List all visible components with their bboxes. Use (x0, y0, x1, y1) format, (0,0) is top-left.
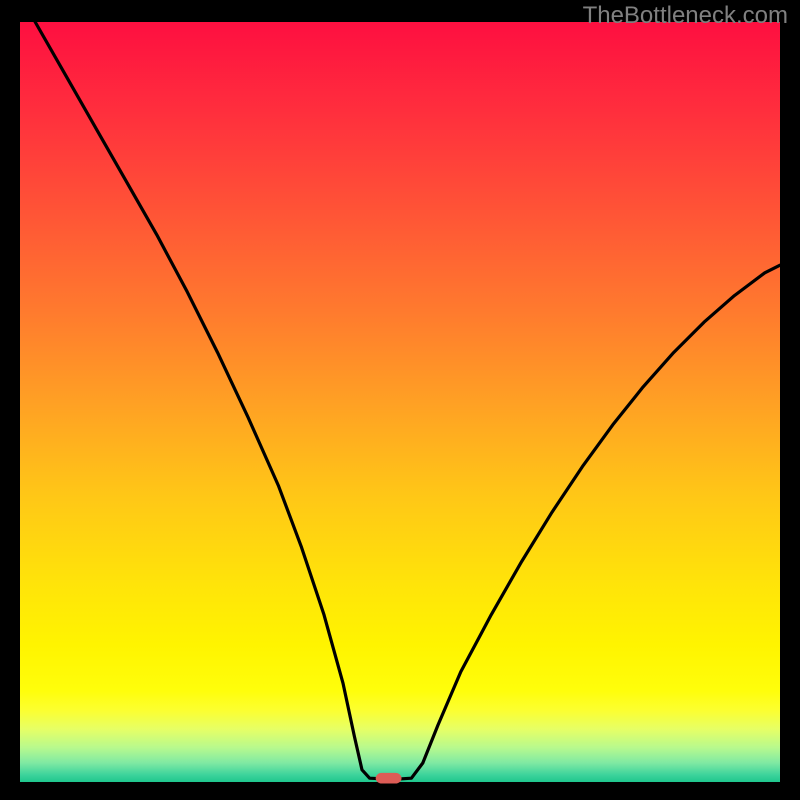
chart-root: TheBottleneck.com (0, 0, 800, 800)
plot-svg (0, 0, 800, 800)
plot-background (20, 22, 780, 782)
optimal-point-marker (376, 773, 402, 784)
